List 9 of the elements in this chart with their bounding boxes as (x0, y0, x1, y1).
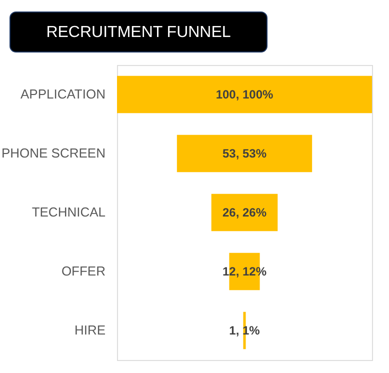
category-label: PHONE SCREEN (1, 146, 106, 160)
category-label: HIRE (74, 322, 106, 338)
category-label: APPLICATION (20, 86, 106, 102)
text: RECRUITMENT FUNNEL (46, 24, 231, 41)
data-label: 100, 100% (216, 88, 274, 102)
data-label: 53, 53% (222, 146, 267, 160)
data-label: 26, 26% (222, 206, 267, 220)
category-label: OFFER (61, 264, 106, 278)
category-label: TECHNICAL (32, 204, 106, 220)
